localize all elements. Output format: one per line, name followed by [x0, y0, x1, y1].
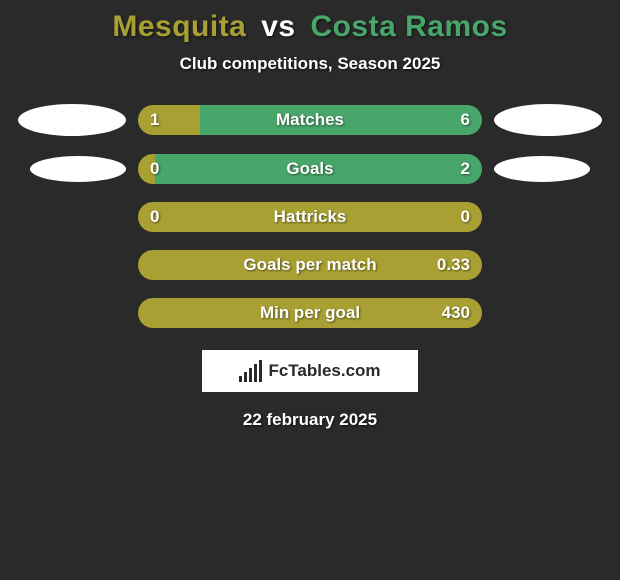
stat-label: Hattricks	[138, 202, 482, 232]
stat-bar: 16Matches	[138, 105, 482, 135]
stats-container: 16Matches 02Goals 00Hattricks 0.33Goals per…	[0, 104, 620, 328]
player2-name: Costa Ramos	[310, 10, 507, 43]
stat-row: 430Min per goal	[0, 298, 620, 328]
logo-text: FcTables.com	[268, 361, 380, 381]
date-text: 22 february 2025	[0, 410, 620, 430]
stat-bar: 0.33Goals per match	[138, 250, 482, 280]
fctables-logo: FcTables.com	[202, 350, 418, 392]
player2-avatar	[494, 104, 602, 136]
stat-bar: 00Hattricks	[138, 202, 482, 232]
stat-row: 16Matches	[0, 104, 620, 136]
stat-row: 02Goals	[0, 154, 620, 184]
stat-label: Goals per match	[138, 250, 482, 280]
comparison-title: Mesquita vs Costa Ramos	[0, 0, 620, 44]
player1-name: Mesquita	[112, 10, 246, 43]
stat-bar: 430Min per goal	[138, 298, 482, 328]
vs-text: vs	[261, 10, 295, 43]
stat-row: 0.33Goals per match	[0, 250, 620, 280]
player1-avatar	[18, 104, 126, 136]
stat-bar: 02Goals	[138, 154, 482, 184]
subtitle: Club competitions, Season 2025	[0, 54, 620, 74]
player1-avatar	[30, 156, 126, 182]
stat-label: Min per goal	[138, 298, 482, 328]
stat-label: Matches	[138, 105, 482, 135]
player2-avatar	[494, 156, 590, 182]
logo-chart-icon	[239, 360, 262, 382]
stat-label: Goals	[138, 154, 482, 184]
stat-row: 00Hattricks	[0, 202, 620, 232]
